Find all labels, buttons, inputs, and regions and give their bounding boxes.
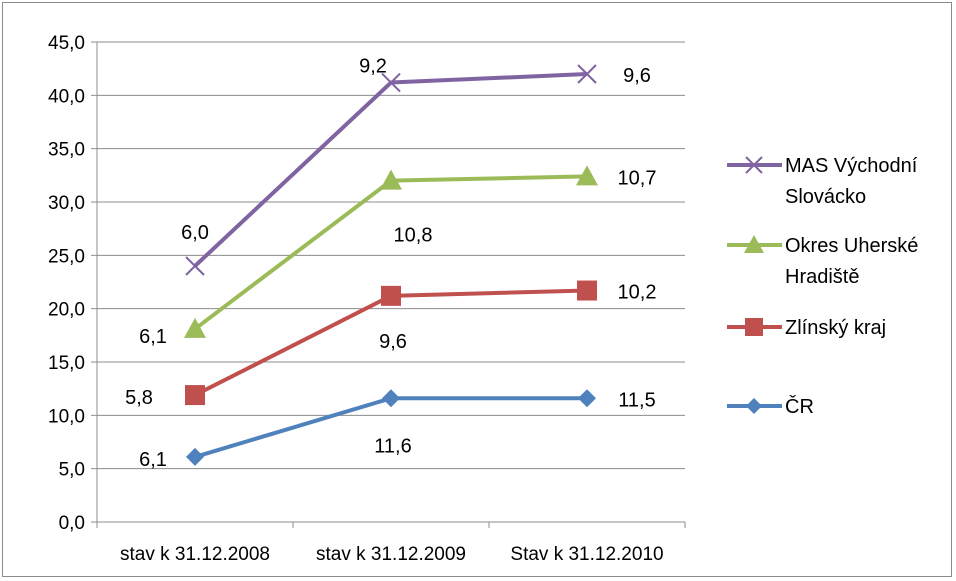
y-tick-label: 0,0 [59, 513, 85, 534]
data-label: 9,6 [379, 331, 407, 353]
data-label: 11,6 [374, 435, 411, 457]
square-marker [577, 280, 597, 301]
data-labels: 6,0 9,2 9,6 6,1 10,8 10,7 5,8 9,6 10,2 6,1 11,6 11,… [125, 56, 656, 471]
axes [91, 41, 686, 528]
x-axis-tick-labels: stav k 31.12.2008 stav k 31.12.2009 Stav k… [120, 544, 664, 565]
data-label: 10,7 [618, 167, 657, 189]
data-label: 6,0 [181, 222, 209, 244]
data-label: 6,1 [139, 326, 167, 348]
data-label: 10,8 [394, 225, 433, 247]
y-tick-label: 15,0 [48, 353, 85, 374]
y-tick-label: 40,0 [48, 86, 85, 107]
triangle-marker [380, 169, 402, 190]
square-marker [745, 318, 763, 336]
y-tick-label: 45,0 [48, 33, 85, 54]
triangle-marker [576, 165, 598, 186]
legend-item: ČR [727, 395, 814, 418]
x-tick-label: stav k 31.12.2009 [316, 544, 466, 565]
gridlines [97, 41, 685, 470]
y-tick-label: 10,0 [48, 406, 85, 427]
legend-label: Slovácko [785, 186, 866, 208]
x-marker [745, 156, 763, 174]
series [185, 64, 597, 276]
series-group [184, 64, 598, 466]
data-label: 11,5 [618, 389, 655, 411]
data-label: 5,8 [125, 387, 153, 409]
x-marker [381, 72, 401, 93]
series [186, 389, 596, 466]
y-tick-label: 25,0 [48, 246, 85, 267]
series [184, 165, 598, 338]
legend: MAS Východní Slovácko Okres Uherské Hradišt… [727, 155, 918, 418]
y-tick-label: 20,0 [48, 300, 85, 321]
series [185, 280, 597, 406]
triangle-marker [744, 235, 764, 253]
legend-item: Okres Uherské Hradiště [727, 235, 918, 288]
diamond-marker [186, 447, 204, 466]
legend-label: Zlínský kraj [785, 317, 886, 339]
x-marker [185, 256, 205, 276]
legend-label: Hradiště [785, 266, 859, 288]
square-marker [381, 285, 401, 306]
diamond-marker [578, 389, 596, 408]
legend-item: Zlínský kraj [727, 317, 886, 339]
data-label: 9,6 [623, 65, 651, 87]
y-tick-label: 5,0 [59, 460, 85, 481]
diamond-marker [746, 398, 762, 414]
y-axis-tick-labels: 0,0 5,0 10,0 15,0 20,0 25,0 30,0 35,0 40,0 45,0 [48, 33, 85, 534]
legend-label: Okres Uherské [785, 235, 918, 257]
square-marker [185, 385, 205, 406]
diamond-marker [382, 389, 400, 408]
x-tick-label: Stav k 31.12.2010 [510, 544, 663, 565]
y-tick-label: 30,0 [48, 193, 85, 214]
data-label: 9,2 [359, 56, 387, 78]
legend-label: MAS Východní [785, 155, 918, 177]
legend-label: ČR [785, 395, 814, 418]
data-label: 10,2 [618, 282, 657, 304]
series-line [193, 174, 588, 331]
triangle-marker [184, 317, 206, 338]
y-tick-label: 35,0 [48, 140, 85, 161]
legend-item: MAS Východní Slovácko [727, 155, 918, 208]
x-marker [577, 64, 597, 84]
data-label: 6,1 [139, 449, 167, 471]
x-tick-label: stav k 31.12.2008 [120, 544, 270, 565]
